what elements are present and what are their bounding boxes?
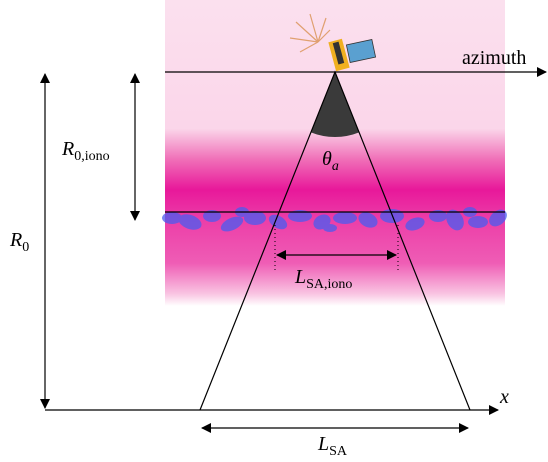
r0-iono-label: R0,iono	[61, 138, 110, 164]
r0-label: R0	[9, 229, 29, 255]
subscript: SA,iono	[306, 277, 352, 292]
lsa-label: LSA	[317, 433, 348, 459]
symbol: R	[61, 138, 74, 160]
subscript: 0,iono	[74, 149, 109, 164]
symbol: L	[294, 266, 306, 288]
page: azimuth R0,iono θa R0 LSA,iono x LSA (()…	[0, 0, 548, 462]
x-label: x	[499, 386, 509, 408]
subscript: SA	[329, 444, 348, 459]
subscript: 0	[22, 240, 29, 255]
subscript: a	[332, 159, 339, 174]
diagram: azimuth R0,iono θa R0 LSA,iono x LSA	[0, 0, 548, 462]
symbol: θ	[322, 148, 332, 170]
symbol: R	[9, 229, 22, 251]
symbol: L	[317, 433, 329, 455]
azimuth-label: azimuth	[462, 47, 526, 69]
